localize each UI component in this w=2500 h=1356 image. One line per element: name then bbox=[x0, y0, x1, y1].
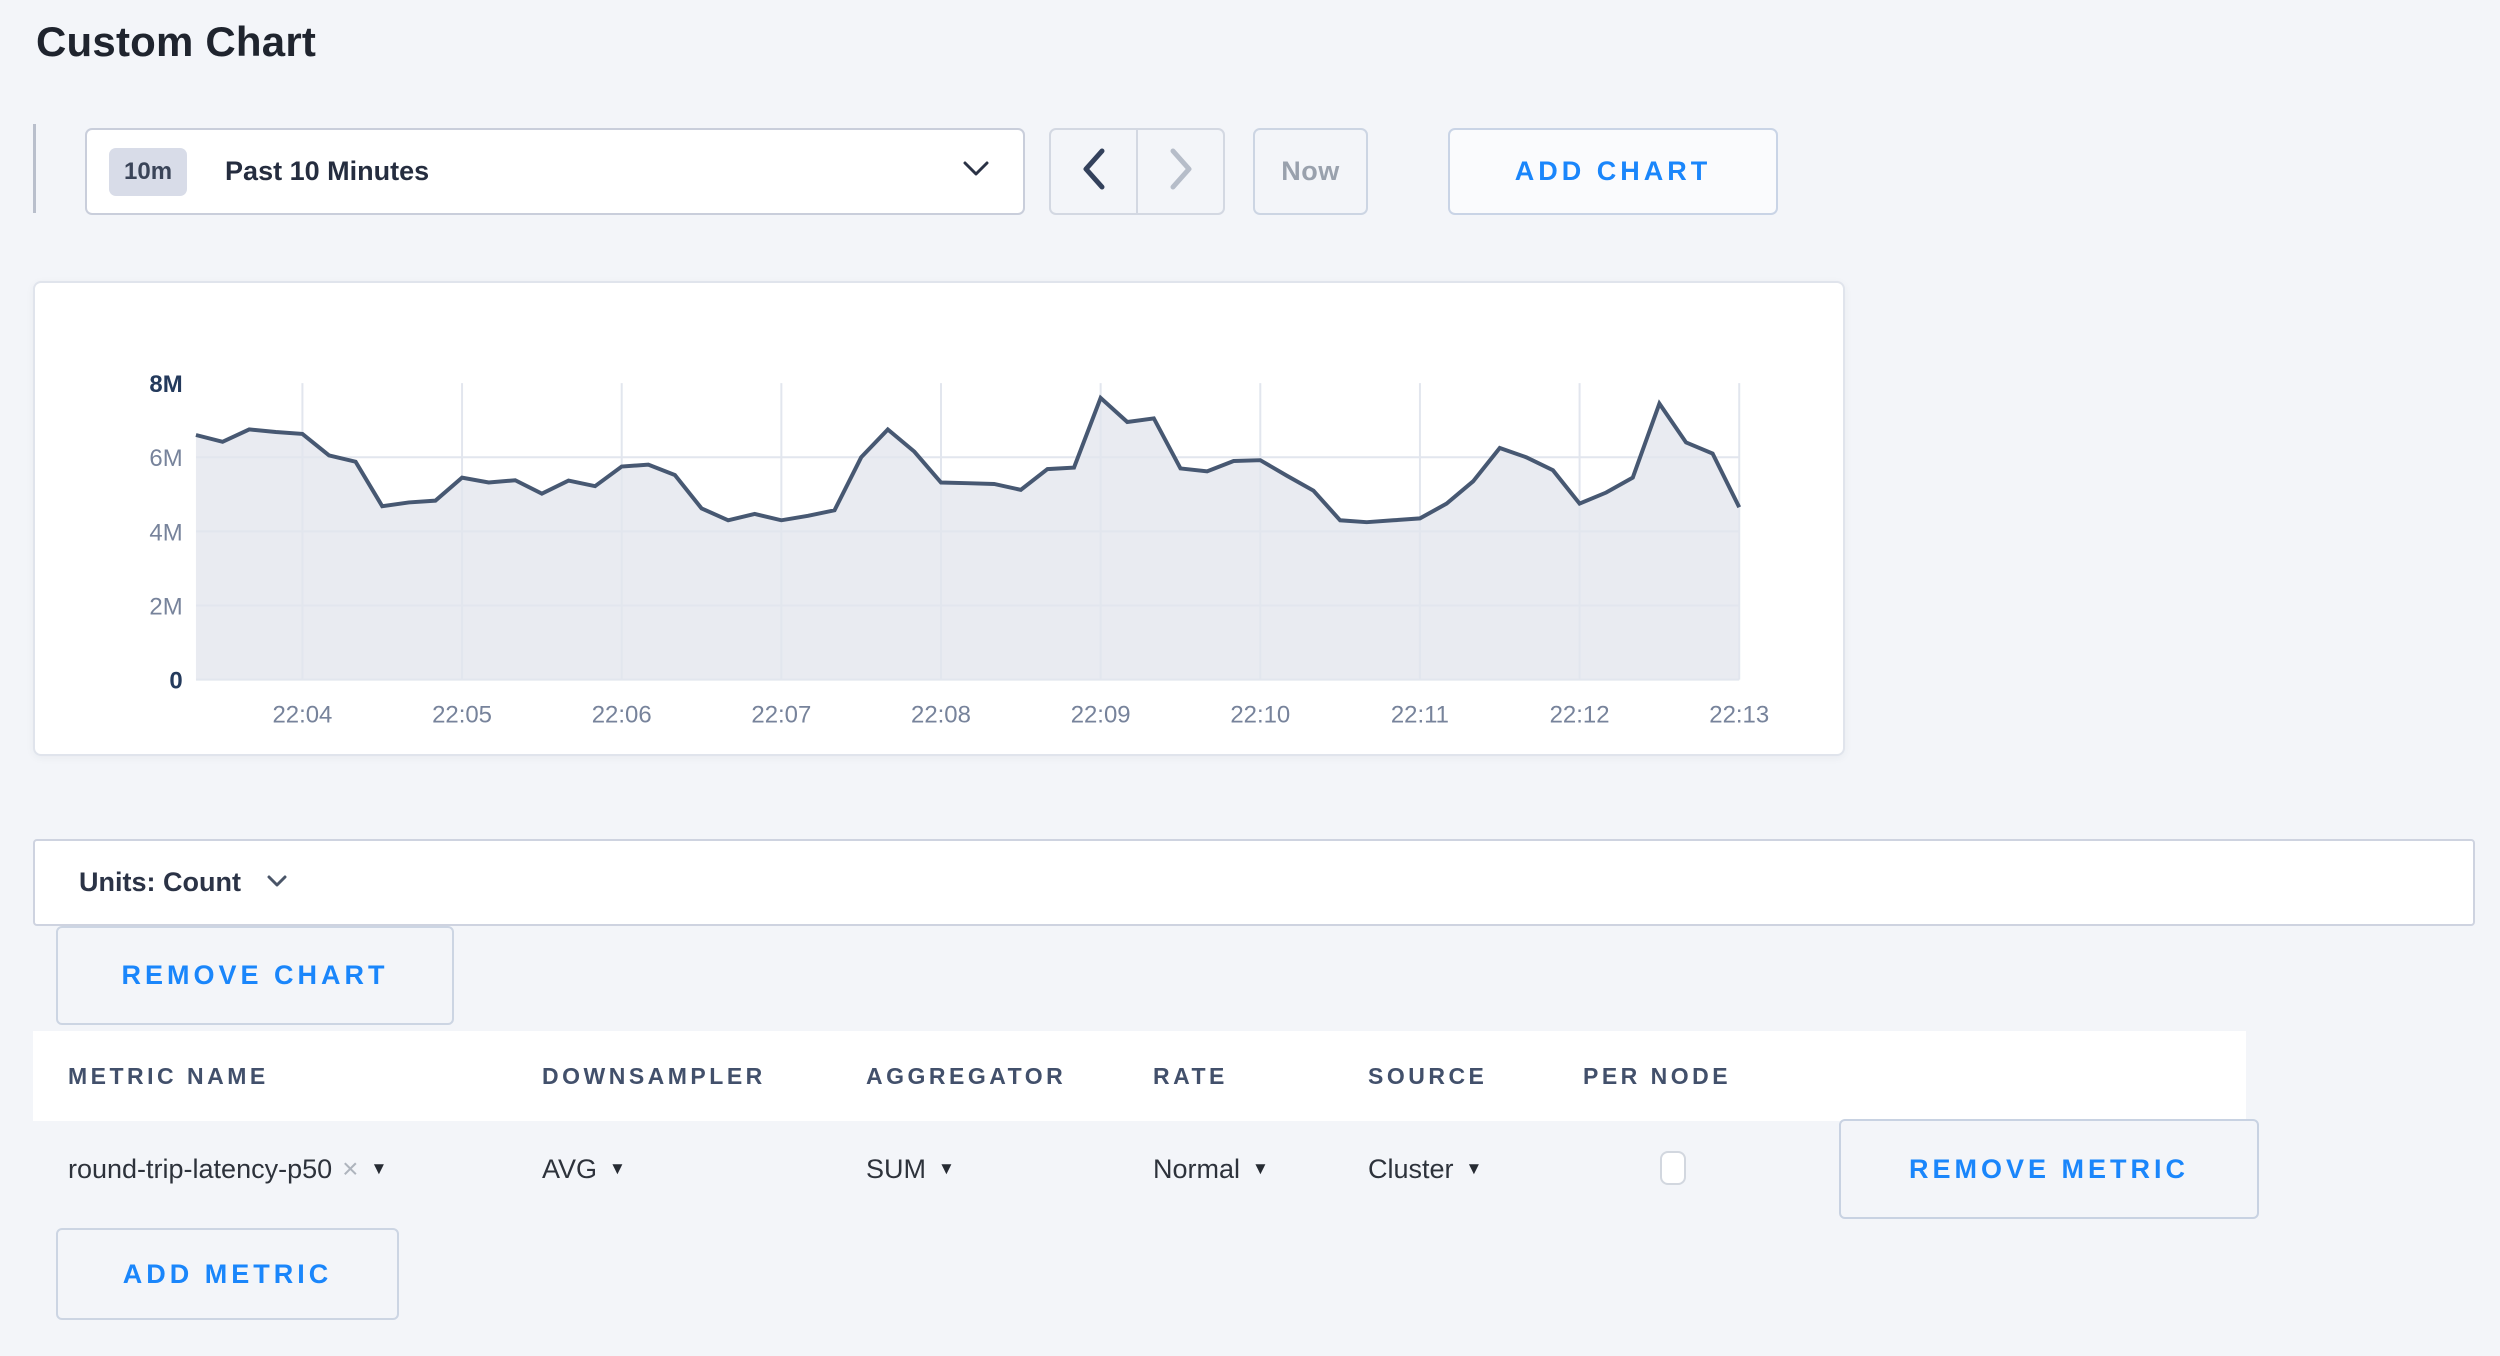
source-select[interactable]: Cluster ▼ bbox=[1368, 1121, 1482, 1217]
svg-text:22:12: 22:12 bbox=[1550, 701, 1610, 728]
time-pager bbox=[1049, 128, 1225, 215]
aggregator-select[interactable]: SUM ▼ bbox=[866, 1121, 955, 1217]
add-chart-button[interactable]: ADD CHART bbox=[1448, 128, 1778, 215]
aggregator-value: SUM bbox=[866, 1153, 926, 1184]
source-value: Cluster bbox=[1368, 1153, 1454, 1184]
metric-name-select[interactable]: round-trip-latency-p50 × ▼ bbox=[68, 1121, 387, 1217]
time-range-badge: 10m bbox=[109, 147, 188, 196]
custom-chart-card: 8M 6M 4M 2M 0 22:04 22:05 22:06 22:07 22:08 22:09 2… bbox=[33, 281, 1845, 756]
svg-text:22:08: 22:08 bbox=[911, 701, 971, 728]
svg-text:0: 0 bbox=[169, 668, 182, 695]
time-back-button[interactable] bbox=[1051, 130, 1136, 213]
remove-metric-button[interactable]: REMOVE METRIC bbox=[1839, 1119, 2259, 1219]
svg-text:22:05: 22:05 bbox=[432, 701, 492, 728]
column-header-source: SOURCE bbox=[1368, 1062, 1488, 1089]
svg-text:22:11: 22:11 bbox=[1391, 701, 1449, 728]
time-range-label: Past 10 Minutes bbox=[225, 156, 430, 186]
chevron-down-icon bbox=[963, 161, 989, 182]
metrics-table-header: METRIC NAME DOWNSAMPLER AGGREGATOR RATE … bbox=[33, 1031, 2246, 1121]
column-header-rate: RATE bbox=[1153, 1062, 1228, 1089]
chevron-right-icon bbox=[1169, 148, 1193, 195]
svg-text:22:13: 22:13 bbox=[1709, 701, 1769, 728]
caret-down-icon: ▼ bbox=[938, 1159, 955, 1178]
time-range-select[interactable]: 10m Past 10 Minutes bbox=[85, 128, 1025, 215]
time-controls-left-rule bbox=[33, 124, 36, 213]
caret-down-icon: ▼ bbox=[1465, 1159, 1483, 1178]
remove-chart-button[interactable]: REMOVE CHART bbox=[56, 926, 454, 1025]
downsampler-value: AVG bbox=[542, 1153, 598, 1184]
svg-text:2M: 2M bbox=[149, 594, 182, 621]
svg-text:22:06: 22:06 bbox=[592, 701, 652, 728]
caret-down-icon: ▼ bbox=[370, 1159, 388, 1178]
column-header-downsampler: DOWNSAMPLER bbox=[542, 1062, 766, 1089]
units-select[interactable]: Units: Count bbox=[33, 839, 2475, 926]
chevron-left-icon bbox=[1082, 148, 1106, 195]
svg-text:4M: 4M bbox=[149, 519, 182, 546]
svg-text:22:04: 22:04 bbox=[272, 701, 332, 728]
clear-metric-icon[interactable]: × bbox=[342, 1153, 359, 1184]
metric-row: round-trip-latency-p50 × ▼ AVG ▼ SUM ▼ N… bbox=[33, 1121, 2246, 1217]
rate-value: Normal bbox=[1153, 1153, 1241, 1184]
add-metric-button[interactable]: ADD METRIC bbox=[56, 1228, 399, 1320]
caret-down-icon: ▼ bbox=[1252, 1159, 1269, 1178]
time-forward-button[interactable] bbox=[1136, 130, 1223, 213]
per-node-checkbox[interactable] bbox=[1660, 1151, 1686, 1185]
svg-text:22:10: 22:10 bbox=[1230, 701, 1290, 728]
svg-text:6M: 6M bbox=[149, 445, 182, 472]
timeseries-area-chart: 8M 6M 4M 2M 0 22:04 22:05 22:06 22:07 22:08 22:09 2… bbox=[149, 371, 1769, 728]
downsampler-select[interactable]: AVG ▼ bbox=[542, 1121, 626, 1217]
column-header-metric-name: METRIC NAME bbox=[68, 1062, 269, 1089]
column-header-aggregator: AGGREGATOR bbox=[866, 1062, 1067, 1089]
units-label: Units: Count bbox=[79, 867, 241, 897]
page-title: Custom Chart bbox=[36, 18, 317, 65]
now-button[interactable]: Now bbox=[1253, 128, 1368, 215]
column-header-per-node: PER NODE bbox=[1583, 1062, 1732, 1089]
rate-select[interactable]: Normal ▼ bbox=[1153, 1121, 1269, 1217]
svg-text:22:09: 22:09 bbox=[1071, 701, 1131, 728]
chevron-down-icon bbox=[267, 874, 287, 892]
svg-text:22:07: 22:07 bbox=[751, 701, 811, 728]
caret-down-icon: ▼ bbox=[609, 1159, 626, 1178]
svg-text:8M: 8M bbox=[149, 371, 182, 398]
metric-name-value: round-trip-latency-p50 bbox=[68, 1153, 333, 1184]
